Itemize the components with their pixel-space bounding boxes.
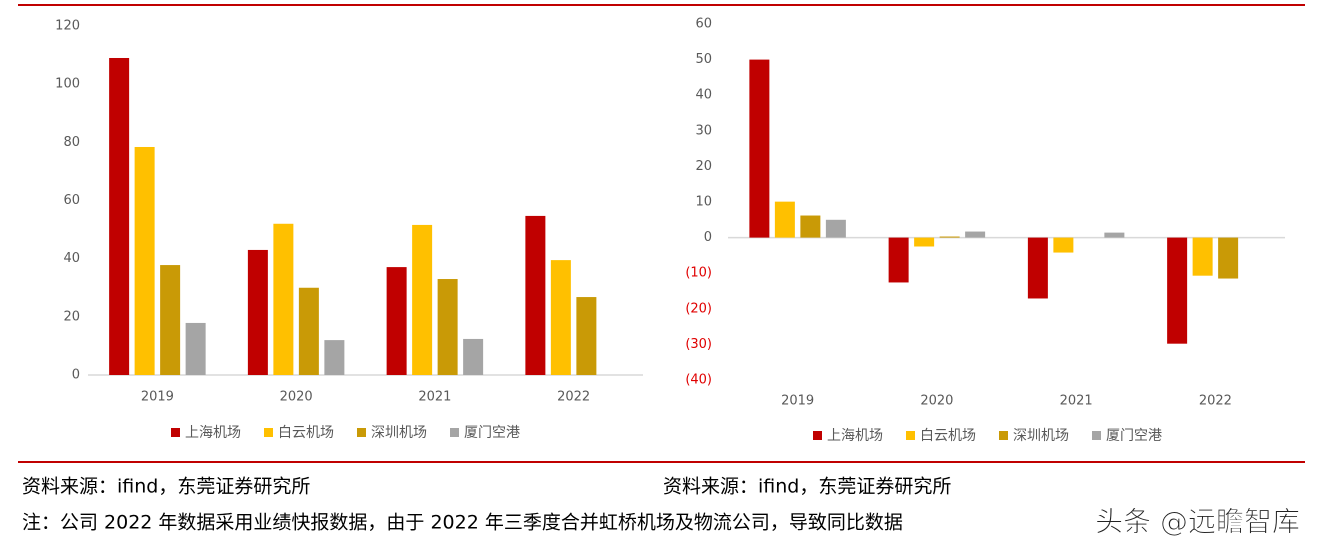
bar — [749, 59, 770, 238]
bar — [109, 57, 130, 375]
x-tick-label: 2021 — [1060, 394, 1093, 409]
bar — [888, 237, 909, 283]
bar — [825, 219, 846, 238]
y-tick-label: 100 — [55, 77, 80, 92]
y-tick-label: 0 — [704, 230, 712, 245]
y-tick-label: 60 — [695, 17, 712, 32]
bar — [576, 297, 597, 375]
watermark-bg — [1060, 502, 1310, 544]
y-tick-label: 120 — [55, 19, 80, 34]
x-tick-label: 2019 — [141, 390, 174, 405]
bar — [273, 223, 294, 375]
y-tick-label: (30) — [685, 337, 712, 352]
bar — [1192, 237, 1213, 276]
bar — [247, 249, 268, 375]
source: 资料来源：ifind，东莞证券研究所 — [22, 476, 310, 498]
x-tick-label: 2021 — [418, 390, 451, 405]
legend-label: 厦门空港 — [1106, 428, 1162, 444]
y-tick-label: 40 — [63, 251, 80, 266]
x-tick-label: 2022 — [1199, 394, 1232, 409]
bar — [914, 237, 935, 247]
y-tick-label: (10) — [685, 266, 712, 281]
bar — [134, 146, 155, 375]
x-tick-label: 2020 — [280, 390, 313, 405]
bar — [550, 260, 571, 375]
legend-swatch — [906, 431, 915, 440]
bar — [1027, 237, 1048, 299]
bar — [800, 215, 821, 238]
x-tick-label: 2019 — [781, 394, 814, 409]
legend-label: 厦门空港 — [464, 425, 520, 441]
y-tick-label: 20 — [695, 159, 712, 174]
legend-swatch — [450, 428, 459, 437]
legend-label: 上海机场 — [185, 425, 241, 441]
source: 资料来源：ifind，东莞证券研究所 — [663, 476, 951, 498]
bar — [386, 267, 407, 375]
legend-swatch — [171, 428, 180, 437]
bar — [185, 322, 206, 375]
bar — [774, 201, 795, 238]
bar — [324, 340, 345, 375]
bar — [160, 265, 181, 375]
y-tick-label: 60 — [63, 193, 80, 208]
bar — [1104, 232, 1125, 238]
legend-label: 上海机场 — [827, 428, 883, 444]
legend-swatch — [813, 431, 822, 440]
bar — [1218, 237, 1239, 279]
y-tick-label: 40 — [695, 88, 712, 103]
legend-swatch — [1092, 431, 1101, 440]
y-tick-label: 50 — [695, 52, 712, 67]
legend-swatch — [357, 428, 366, 437]
x-tick-label: 2022 — [557, 390, 590, 405]
watermark: 头条 @远瞻智库 — [1095, 505, 1300, 538]
y-tick-label: 20 — [63, 309, 80, 324]
y-tick-label: 80 — [63, 135, 80, 150]
legend-label: 深圳机场 — [1013, 428, 1069, 444]
legend-swatch — [264, 428, 273, 437]
legend-swatch — [999, 431, 1008, 440]
y-tick-label: 10 — [695, 195, 712, 210]
bar — [939, 236, 960, 238]
bar — [1167, 237, 1188, 344]
bar — [412, 224, 433, 375]
x-tick-label: 2020 — [920, 394, 953, 409]
y-tick-label: (40) — [685, 373, 712, 388]
y-tick-label: (20) — [685, 301, 712, 316]
y-tick-label: 0 — [72, 368, 80, 383]
y-tick-label: 30 — [695, 123, 712, 138]
bar — [525, 215, 546, 375]
legend-label: 白云机场 — [278, 425, 334, 441]
bar — [437, 279, 458, 375]
bar — [463, 338, 484, 375]
note: 注：公司 2022 年数据采用业绩快报数据，由于 2022 年三季度合并虹桥机场… — [22, 512, 903, 534]
legend-label: 深圳机场 — [371, 425, 427, 441]
bar — [1053, 237, 1074, 253]
bar — [298, 287, 319, 375]
bar — [965, 231, 986, 238]
legend-label: 白云机场 — [920, 428, 976, 444]
